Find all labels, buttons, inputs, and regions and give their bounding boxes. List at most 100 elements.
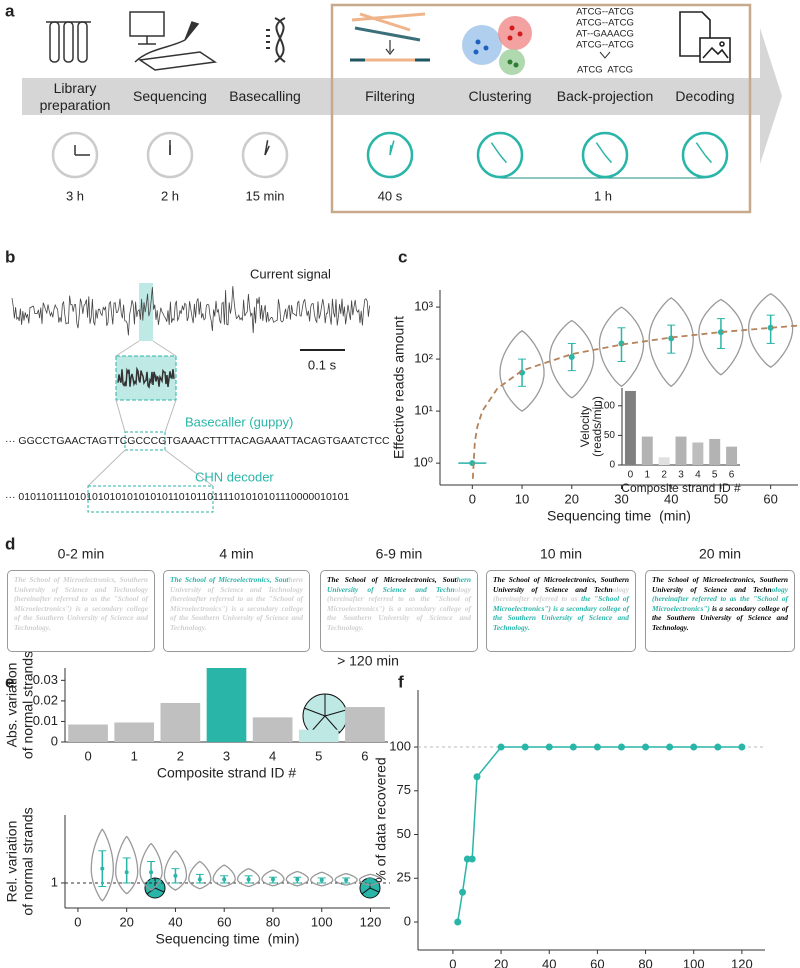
x-tick-label: 60 — [590, 956, 604, 968]
panel-label: b — [5, 247, 15, 266]
y-tick-label: 25 — [397, 870, 411, 885]
combined-time: 1 h — [594, 188, 612, 203]
point — [521, 743, 529, 751]
y-tick-label: 10¹ — [414, 403, 433, 418]
step-label: Back-projection — [556, 88, 654, 104]
text-segment: The School of Microelectronics, Southern… — [493, 575, 629, 594]
bar — [345, 707, 385, 742]
x-axis-label: Sequencing time (min) — [547, 508, 691, 524]
y-tick-label: 100 — [598, 400, 615, 411]
fit-curve — [471, 324, 799, 479]
point — [463, 855, 471, 863]
median — [222, 877, 227, 882]
signal-title: Current signal — [250, 266, 331, 281]
cluster-icon — [462, 16, 532, 75]
bar — [624, 390, 636, 465]
violin — [310, 871, 334, 887]
x-tick-label: 3 — [678, 470, 684, 481]
y-axis-label: Velocity — [578, 406, 592, 447]
bar — [692, 442, 704, 465]
step-label: Filtering — [365, 88, 415, 104]
bar — [160, 702, 201, 742]
panel-label: c — [398, 247, 407, 266]
y-axis-label: Rel. variation — [4, 821, 20, 903]
y-axis-label: (reads/min) — [590, 396, 604, 457]
median — [668, 335, 675, 342]
time-label: 10 min — [540, 546, 582, 562]
dashed-box — [87, 485, 214, 513]
step-time: 40 s — [378, 188, 403, 203]
y-tick-label: 10³ — [414, 299, 433, 314]
text-segment: The School of Microelectronics, Sout — [170, 575, 289, 584]
median — [124, 870, 129, 875]
y-tick-label: 1 — [51, 874, 58, 889]
step-label: Decoding — [675, 88, 735, 104]
violin — [549, 319, 595, 399]
x-tick-label: 100 — [311, 914, 333, 929]
bar — [114, 722, 155, 742]
sequencer-icon — [129, 11, 218, 71]
alignment-chevron — [599, 51, 611, 59]
panel-label: a — [5, 1, 15, 20]
point — [473, 773, 481, 781]
x-axis-label: Composite strand ID # — [157, 765, 296, 781]
x-tick-label: 0 — [74, 914, 81, 929]
x-tick-label: 40 — [664, 491, 678, 506]
y-tick-label: 50 — [397, 826, 411, 841]
filter-icon — [350, 12, 430, 62]
x-tick-label: 120 — [731, 956, 753, 968]
violin — [115, 835, 139, 895]
y-axis-label: % of data recovered — [373, 757, 389, 882]
text-segment: hern University of Science and Techn — [327, 575, 471, 594]
x-tick-label: 4 — [695, 470, 701, 481]
violin — [648, 297, 694, 388]
y-axis-label: Effective reads amount — [391, 316, 407, 459]
step-label: Clustering — [468, 88, 532, 104]
y-tick-label: 10⁰ — [413, 455, 433, 470]
clock-hand — [389, 144, 392, 156]
x-tick-label: 80 — [638, 956, 652, 968]
clock-hand — [604, 154, 613, 164]
step-label: Basecalling — [229, 88, 301, 104]
y-tick-label: 0.01 — [33, 713, 58, 728]
median — [368, 878, 373, 883]
median — [717, 329, 724, 336]
scale-label: 0.1 s — [308, 357, 337, 372]
time-label: 0-2 min — [58, 546, 105, 562]
point — [497, 743, 505, 751]
point — [642, 743, 650, 751]
bits: ··· 010110111010101010101010101101011011… — [5, 491, 349, 503]
bar — [252, 717, 293, 742]
point — [454, 918, 462, 926]
workflow-arrow — [22, 28, 782, 164]
violin — [499, 329, 545, 412]
zoom-trace — [117, 366, 175, 389]
annotation: > 120 min — [337, 653, 399, 669]
point — [545, 743, 553, 751]
current-trace — [11, 286, 370, 336]
text-segment: The School of Microelectronics, Sout — [327, 575, 457, 584]
step-time: 3 h — [66, 188, 84, 203]
x-tick-label: 1 — [645, 470, 651, 481]
text-segment: ology (hereinafter referred to as the "S… — [652, 584, 788, 613]
x-tick-label: 30 — [614, 491, 628, 506]
x-tick-label: 0 — [84, 748, 91, 763]
violin — [163, 849, 188, 891]
median — [270, 877, 275, 882]
violin — [358, 873, 383, 886]
tubes-icon — [46, 21, 91, 63]
x-tick-label: 4 — [269, 748, 276, 763]
bar — [68, 724, 108, 742]
time-label: 20 min — [699, 546, 741, 562]
x-tick-label: 0 — [449, 956, 456, 968]
x-tick-label: 0 — [469, 491, 476, 506]
median — [173, 873, 178, 878]
panel-label: e — [5, 672, 14, 691]
basecaller-label: Basecaller (guppy) — [185, 414, 293, 429]
median — [197, 877, 202, 882]
clock-hand — [595, 142, 606, 156]
x-tick-label: 6 — [361, 748, 368, 763]
panel-label: d — [5, 534, 15, 553]
violin — [748, 293, 794, 368]
